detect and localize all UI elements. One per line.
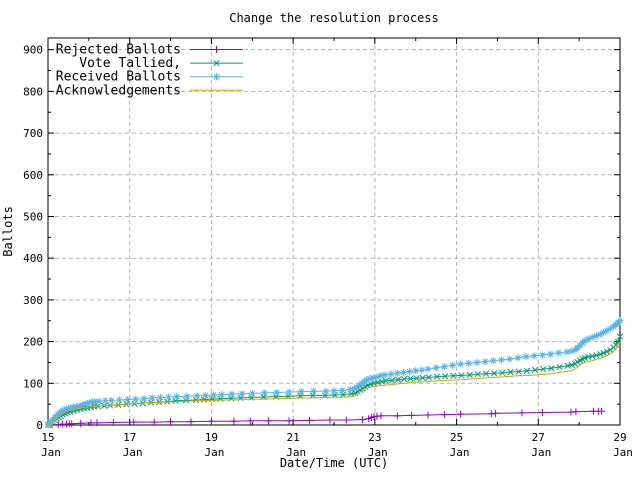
tick-labels: 0 100 200 300 400 500 600 700 800 900 15 Jan 17 Jan 19… <box>23 44 633 459</box>
x-tick-label-day: 23 <box>368 431 381 444</box>
y-axis-label: Ballots <box>1 206 15 257</box>
legend-label: Received Ballots <box>56 70 181 85</box>
x-tick-label-day: 25 <box>450 431 463 444</box>
chart-title: Change the resolution process <box>229 11 439 25</box>
x-tick-label-month: Jan <box>41 446 61 459</box>
y-tick-label: 0 <box>36 419 43 432</box>
legend-entry: Rejected Ballots <box>56 43 243 58</box>
y-tick-label: 300 <box>23 294 43 307</box>
series-acknowledgements <box>47 341 621 426</box>
x-tick-label-month: Jan <box>123 446 143 459</box>
x-axis-label: Date/Time (UTC) <box>280 456 388 470</box>
x-tick-label-day: 27 <box>532 431 545 444</box>
x-tick-label-month: Jan <box>450 446 470 459</box>
legend-entry: Vote Tallied, <box>79 56 243 71</box>
legend-entry: Received Ballots <box>56 70 243 85</box>
x-tick-label-day: 21 <box>287 431 300 444</box>
legend-label: Vote Tallied, <box>79 56 181 71</box>
y-tick-label: 200 <box>23 336 43 349</box>
y-tick-label: 500 <box>23 210 43 223</box>
x-tick-label-month: Jan <box>531 446 551 459</box>
legend-label: Acknowledgements <box>56 83 181 98</box>
x-tick-label-day: 29 <box>613 431 626 444</box>
series-line-acknowledgements <box>47 341 621 426</box>
y-tick-label: 100 <box>23 377 43 390</box>
x-tick-label-month: Jan <box>286 446 306 459</box>
legend-sample-marker <box>213 46 220 53</box>
x-tick-label-month: Jan <box>613 446 633 459</box>
legend-sample-marker <box>213 59 220 67</box>
legend-sample-marker <box>213 73 220 81</box>
y-tick-label: 900 <box>23 44 43 57</box>
y-tick-label: 700 <box>23 127 43 140</box>
x-tick-label-month: Jan <box>204 446 224 459</box>
grid-lines <box>48 38 620 425</box>
y-tick-label: 600 <box>23 169 43 182</box>
x-tick-label-day: 19 <box>205 431 218 444</box>
x-tick-label-month: Jan <box>368 446 388 459</box>
y-tick-label: 400 <box>23 252 43 265</box>
legend-label: Rejected Ballots <box>56 43 181 58</box>
x-tick-label-day: 17 <box>123 431 136 444</box>
series-received-ballots <box>44 317 624 429</box>
y-tick-label: 800 <box>23 85 43 98</box>
x-tick-label-day: 15 <box>41 431 54 444</box>
legend-entry: Acknowledgements <box>56 83 243 98</box>
